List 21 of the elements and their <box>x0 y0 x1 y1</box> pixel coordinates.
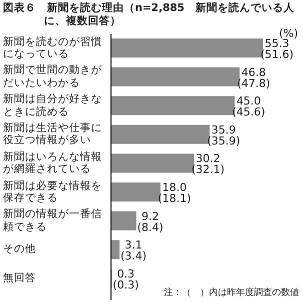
annotation: 注：（ ）内は昨年度調査の数値 <box>164 287 299 298</box>
data-label: 30.2 (32.1) <box>191 152 225 176</box>
y-tick-label: 新聞の情報が一番信頼できる <box>3 208 103 234</box>
y-tick-label: 新聞で世間の動きがだいたいわかる <box>3 64 103 90</box>
y-tick-label: 新聞は必要な情報を保存できる <box>3 180 103 204</box>
data-label: 35.9 (35.9) <box>207 123 240 148</box>
data-label: 3.1 (3.4) <box>120 238 147 263</box>
data-label: 45.0 (45.6) <box>232 94 266 119</box>
y-tick-label: 新聞を読むのが習慣になっている <box>3 36 103 60</box>
y-tick-label: 新聞は自分が好きなときに読める <box>3 93 103 118</box>
data-label: 0.3 (0.3) <box>112 267 139 292</box>
x-axis-title: (%) <box>278 27 298 40</box>
y-tick-label: 無回答 <box>3 272 37 284</box>
y-tick-label: その他 <box>3 243 37 256</box>
y-tick-label: 新聞はいろんな情報が網羅されている <box>3 150 103 176</box>
chart-title: 図表６ 新聞を読む理由（n=2,885 新聞を読んでいる人に、複数回答） <box>3 2 296 28</box>
data-label: 46.8 (47.8) <box>237 66 270 90</box>
y-tick-label: 新聞は生活や仕事に役立つ情報が多い <box>3 122 103 147</box>
data-label: 18.0 (18.1) <box>158 181 192 205</box>
data-label: 55.3 (51.6) <box>260 37 294 61</box>
data-label: 9.2 (8.4) <box>137 210 164 234</box>
